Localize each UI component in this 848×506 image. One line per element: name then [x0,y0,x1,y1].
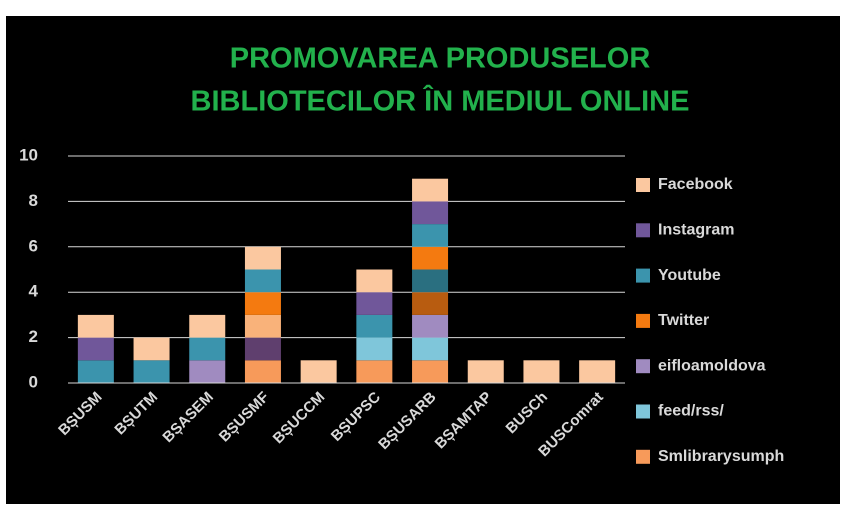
y-tick-label: 2 [29,327,38,346]
legend-swatch [636,404,650,419]
legend-label: Instagram [658,222,734,239]
bar-segment [189,337,226,361]
bar-segment [356,269,393,293]
y-tick-label: 0 [29,372,38,391]
legend-label: feed/rss/ [658,403,724,420]
bar-segment [467,360,504,383]
bar-segment [412,246,449,270]
y-tick-label: 8 [29,191,38,210]
chart-title: BIBLIOTECILOR ÎN MEDIUL ONLINE [191,84,690,118]
bar-segment [77,360,114,383]
legend-swatch [636,268,650,283]
bar-segment [412,314,449,338]
bar-segment [356,314,393,338]
bar-segment [412,201,449,225]
bar-segment [412,292,449,315]
legend-label: Youtube [658,267,721,284]
y-tick-label: 6 [29,236,38,255]
bar-segment [356,337,393,361]
bar-segment [133,360,170,383]
bar-segment [244,292,281,315]
legend-label: Smlibrarysumph [658,448,784,465]
bar-segment [77,337,114,361]
bar-segment [300,360,337,383]
legend-swatch [636,223,650,238]
legend-label: eifloamoldova [658,357,766,374]
bar-segment [412,337,449,361]
y-tick-label: 4 [29,282,39,301]
bar-segment [412,178,449,202]
legend-swatch [636,178,650,192]
bar-segment [189,360,226,383]
bar-segment [244,269,281,293]
bar-segment [244,314,281,338]
bar-segment [244,246,281,270]
y-tick-label: 10 [19,145,38,164]
chart-title: PROMOVAREA PRODUSELOR [230,43,651,75]
bar-segment [189,314,226,338]
bar-segment [579,360,616,383]
bar-segment [356,360,393,383]
bar-segment [356,292,393,315]
bar-segment [133,337,170,361]
bar-segment [523,360,560,383]
legend-swatch [636,449,650,464]
legend-label: Twitter [658,312,709,329]
legend-label: Facebook [658,176,733,193]
legend-swatch [636,359,650,374]
bar-segment [77,314,114,338]
bar-segment [412,360,449,383]
bar-segment [412,269,449,293]
bar-segment [244,337,281,361]
bar-segment [244,360,281,383]
legend-swatch [636,313,650,328]
bar-segment [412,224,449,247]
